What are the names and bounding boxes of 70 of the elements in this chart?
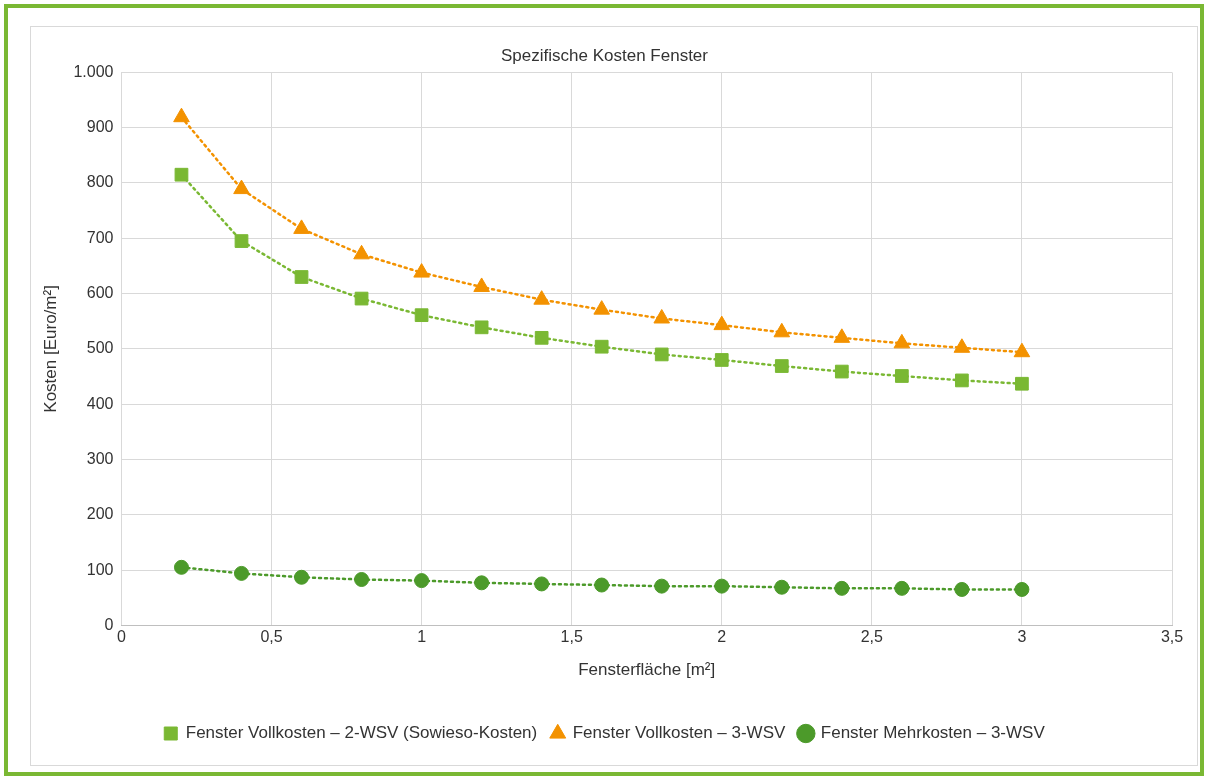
point (353, 244, 370, 260)
point (954, 581, 970, 597)
point (354, 291, 369, 306)
y-tick-label: 300 (86, 449, 114, 467)
point (773, 322, 791, 338)
legend-label: Fenster Vollkosten – 3-WSV (572, 723, 786, 743)
point (173, 559, 189, 575)
point (834, 364, 849, 379)
point (953, 338, 971, 353)
point (534, 330, 549, 345)
y-tick-label: 800 (86, 173, 114, 191)
x-tick-label: 2,5 (860, 628, 884, 646)
point (294, 569, 310, 585)
point (354, 572, 370, 587)
point (533, 290, 550, 305)
x-tick-label: 3 (1017, 628, 1027, 646)
x-tick-label: 1,5 (560, 628, 583, 646)
point (713, 315, 731, 331)
x-tick-label: 0 (116, 628, 126, 646)
y-tick-label: 200 (86, 505, 114, 523)
point (474, 575, 490, 591)
point (894, 580, 910, 596)
point (653, 308, 671, 324)
legend-label: Fenster Mehrkosten – 3-WSV (820, 723, 1046, 743)
y-tick-label: 0 (104, 615, 114, 633)
y-tick-label: 1.000 (73, 62, 114, 80)
point (774, 359, 789, 373)
point (293, 219, 310, 234)
point (173, 107, 190, 123)
point (234, 234, 249, 248)
point (1015, 376, 1029, 391)
point (893, 333, 911, 349)
y-tick-label: 100 (86, 560, 114, 578)
x-tick-label: 1 (417, 628, 427, 646)
point (714, 353, 729, 367)
point (955, 373, 969, 388)
x-tick-label: 2 (717, 628, 727, 646)
point (234, 565, 249, 581)
y-tick-label: 500 (86, 339, 114, 357)
point (294, 270, 309, 284)
point (1014, 581, 1030, 597)
point (473, 277, 490, 292)
x-tick-label: 0,5 (260, 628, 283, 646)
point (774, 579, 790, 595)
chart-title: Spezifische Kosten Fenster (501, 45, 709, 65)
point (414, 308, 429, 323)
y-tick-label: 600 (86, 284, 114, 302)
point (474, 320, 489, 335)
point (714, 578, 730, 594)
point (413, 263, 430, 278)
y-axis-title: Kosten [Euro/m²] (40, 285, 60, 413)
point (834, 580, 850, 596)
point (174, 167, 189, 182)
point (414, 573, 430, 589)
x-tick-label: 3,5 (1160, 628, 1184, 646)
point (233, 179, 250, 195)
point (593, 300, 610, 315)
point (594, 339, 609, 354)
point (534, 576, 550, 592)
point (833, 328, 851, 343)
point (654, 347, 669, 362)
point (594, 577, 610, 593)
y-tick-label: 900 (86, 118, 114, 136)
point (654, 578, 670, 594)
point (1013, 342, 1031, 358)
y-tick-label: 400 (86, 394, 114, 412)
point (894, 369, 909, 383)
legend-label: Fenster Vollkosten – 2-WSV (Sowieso-Kosten) (185, 723, 538, 743)
y-tick-label: 700 (86, 228, 114, 246)
x-axis-title: Fensterfläche [m²] (578, 660, 716, 680)
